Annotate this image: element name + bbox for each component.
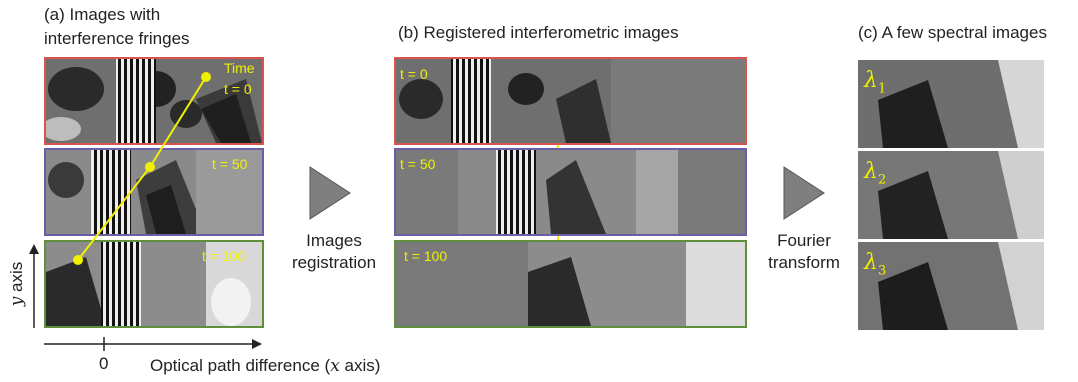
panel-b-frame-t0: t = 0 (394, 57, 747, 145)
lambda-1-label: λ1 (864, 68, 887, 97)
panel-b-label-t100: t = 100 (404, 248, 448, 264)
panel-a-frame-t0: Time t = 0 (44, 57, 264, 145)
trace-point-t0 (201, 72, 211, 82)
panel-b-label-t50: t = 50 (400, 156, 436, 172)
panel-a-title-line1: (a) Images with (44, 5, 161, 24)
registered-image-t0 (396, 59, 745, 143)
x-axis-text: Optical path difference ( (150, 356, 331, 375)
y-axis-var: y (7, 296, 27, 307)
spectral-image-1-picture (858, 60, 1044, 148)
y-axis-label: y axis (4, 246, 28, 328)
trace-point-t50 (145, 162, 155, 172)
spectral-image-1: λ1 (858, 60, 1044, 148)
aerial-image-t0 (46, 59, 262, 143)
trace-point-t100 (73, 255, 83, 265)
step2-line1: Fourier (777, 231, 831, 250)
x-axis-label: Optical path difference (x axis) (150, 356, 380, 376)
step2-line2: transform (768, 253, 840, 272)
step2-label: Fourier transform (766, 230, 842, 274)
panel-a-label-t0: t = 0 (224, 81, 252, 97)
panel-b-frame-t100: t = 100 (394, 240, 747, 328)
step1-label: Images registration (286, 230, 382, 274)
lambda-2-label: λ2 (864, 159, 887, 188)
registered-image-t100 (396, 242, 745, 326)
fourier-arrow-icon (783, 166, 825, 220)
x-axis-tail: axis) (339, 356, 381, 375)
step1-line1: Images (306, 231, 362, 250)
x-axis-var: x (330, 356, 340, 376)
spectral-image-3-picture (858, 242, 1044, 330)
spectral-image-2-picture (858, 151, 1044, 239)
time-label: Time (224, 60, 255, 76)
panel-b-title: (b) Registered interferometric images (398, 23, 679, 42)
registered-image-t50 (396, 150, 745, 234)
registration-arrow-icon (309, 166, 351, 220)
y-axis-word: axis (7, 261, 26, 292)
panel-a-label-t50: t = 50 (212, 156, 248, 172)
panel-a-title-line2: interference fringes (44, 29, 190, 48)
spectral-image-2: λ2 (858, 151, 1044, 239)
panel-b-frame-t50: t = 50 (394, 148, 747, 236)
panel-a-label-t100: t = 100 (202, 248, 246, 264)
lambda-3-label: λ3 (864, 250, 887, 279)
step1-line2: registration (291, 253, 377, 272)
spectral-image-3: λ3 (858, 242, 1044, 330)
x-axis-zero: 0 (99, 354, 109, 373)
panel-c-title: (c) A few spectral images (858, 23, 1047, 42)
panel-b-label-t0: t = 0 (400, 66, 428, 82)
